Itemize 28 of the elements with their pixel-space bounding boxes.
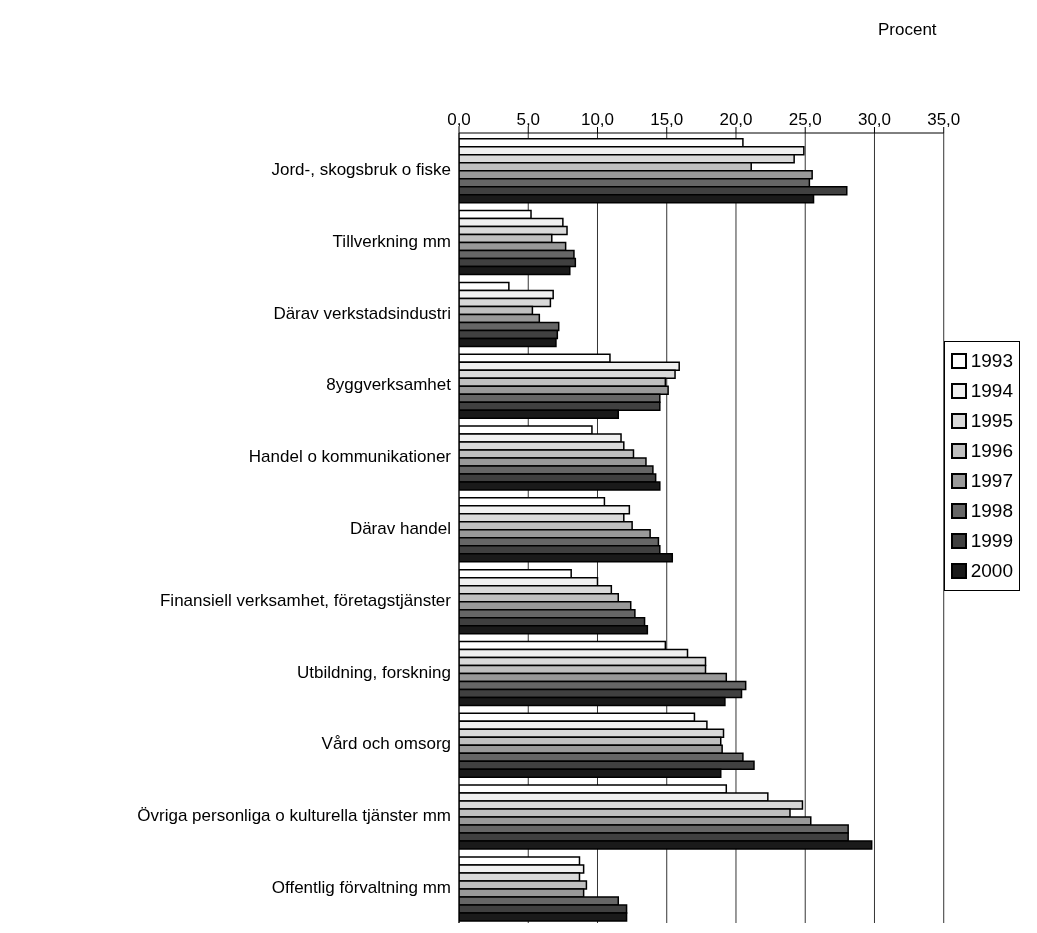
y-tick-label: Offentlig förvaltning mm: [271, 878, 451, 898]
legend-label: 2000: [970, 558, 1013, 583]
legend-label: 1995: [970, 408, 1013, 433]
x-tick-label: 35,0: [927, 110, 961, 129]
y-tick-label: Tillverkning mm: [332, 231, 451, 251]
x-tick-label: 10,0: [580, 110, 615, 129]
y-tick-label: Vård och omsorg: [321, 734, 451, 754]
y-tick-label: Övriga personliga o kulturella tjänster mm: [137, 806, 451, 826]
y-tick-label: Jord-, skogsbruk o fiske: [271, 159, 451, 179]
x-tick-label: 0,0: [447, 110, 471, 129]
y-tick-label: Finansiell verksamhet, företagstjänster: [159, 590, 452, 610]
legend-label: 1996: [970, 438, 1013, 463]
y-tick-label: 8yggverksamhet: [326, 375, 452, 395]
legend-label: 1993: [970, 348, 1013, 373]
y-tick-label: Därav handel: [349, 519, 451, 539]
x-tick-label: 25,0: [788, 110, 822, 129]
y-tick-label: Därav verkstadsindustri: [273, 303, 451, 323]
x-tick-label: 30,0: [857, 110, 892, 129]
y-tick-label: Utbildning, forskning: [296, 662, 451, 682]
legend-label: 1998: [970, 498, 1013, 523]
x-tick-label: 15,0: [650, 110, 684, 129]
legend-label: 1994: [970, 378, 1013, 403]
x-tick-label: 5,0: [516, 110, 541, 129]
legend-label: 1997: [970, 468, 1013, 493]
x-axis-title: Procent: [878, 20, 937, 40]
legend-label: 1999: [970, 528, 1013, 553]
x-tick-label: 20,0: [719, 110, 753, 129]
y-tick-label: Handel o kommunikationer: [248, 447, 452, 467]
